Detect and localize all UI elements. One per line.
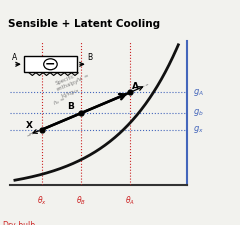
Text: $\theta_A$: $\theta_A$ [125, 195, 135, 207]
Text: −: − [45, 58, 56, 71]
Text: B: B [87, 53, 92, 62]
Text: $h_A$ =: $h_A$ = [75, 72, 91, 86]
Text: $g_x$: $g_x$ [192, 124, 203, 135]
Text: B: B [67, 102, 73, 111]
Text: Dry-bulb
temperature °C: Dry-bulb temperature °C [2, 220, 62, 225]
Text: $g_b$: $g_b$ [192, 107, 203, 118]
Text: Specific
enthalpy
kJ/kg$_{da}$: Specific enthalpy kJ/kg$_{da}$ [53, 73, 83, 102]
Text: $h_x$ =: $h_x$ = [51, 94, 67, 108]
Circle shape [44, 59, 57, 70]
Text: $g_A$: $g_A$ [192, 87, 204, 98]
Text: A: A [12, 53, 18, 62]
Text: X: X [26, 121, 33, 130]
Text: $\theta_x$: $\theta_x$ [37, 195, 47, 207]
Text: A: A [132, 82, 139, 91]
Text: $\theta_B$: $\theta_B$ [76, 195, 86, 207]
FancyBboxPatch shape [24, 56, 77, 72]
Text: Sensible + Latent Cooling: Sensible + Latent Cooling [8, 19, 160, 29]
